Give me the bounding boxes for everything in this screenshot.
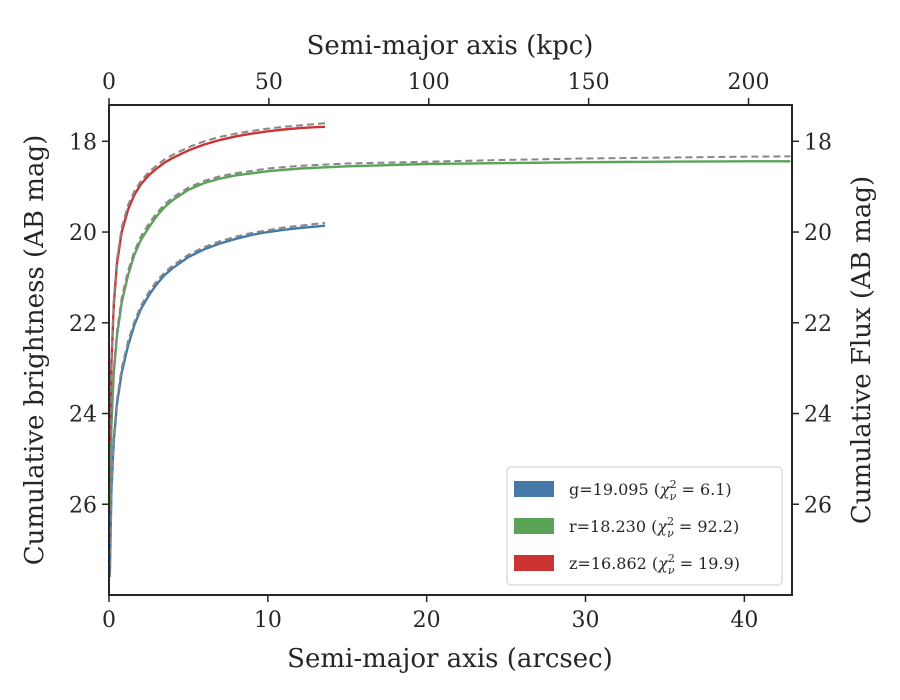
x2-axis-title: Semi-major axis (kpc)	[307, 31, 594, 61]
y2-tick-label-0: 18	[804, 130, 832, 155]
series-line-2	[108, 125, 326, 441]
legend: g=19.095 (χ2 ν = 6.1) r=18.230 (χ2 ν = 92.2…	[506, 466, 783, 586]
y2-tick-label-2: 22	[804, 312, 832, 337]
y-tick-label-4: 26	[69, 493, 97, 518]
model-line-0	[108, 222, 326, 577]
legend-swatch-0	[514, 481, 554, 497]
legend-swatch-2	[514, 555, 554, 571]
y2-tick-label-3: 24	[804, 403, 832, 428]
axis-ticks: 0 10 20 30 40 0 50 100 150 200 18 18 20 20 22 22 24 24 26 2…	[69, 70, 832, 633]
plot-lines	[108, 122, 791, 577]
x2-tick-label-2: 100	[408, 70, 450, 95]
y-tick-label-0: 18	[69, 130, 97, 155]
model-line-2	[108, 122, 326, 437]
y2-tick-label-4: 26	[804, 493, 832, 518]
y-axis-title: Cumulative brightness (AB mag)	[20, 135, 50, 566]
x2-tick-label-0: 0	[102, 70, 116, 95]
y-tick-label-1: 20	[69, 221, 97, 246]
series-line-1	[108, 160, 791, 505]
legend-box	[506, 466, 783, 586]
y2-tick-label-1: 20	[804, 221, 832, 246]
model-line-1	[108, 155, 791, 500]
y2-axis-title: Cumulative Flux (AB mag)	[847, 176, 877, 524]
legend-label-1: r=18.230 (χ2 ν = 92.2)	[569, 515, 739, 540]
x-tick-label-0: 0	[102, 608, 116, 633]
x-tick-label-4: 40	[730, 608, 758, 633]
plot-frame	[108, 104, 793, 596]
x-axis-title: Semi-major axis (arcsec)	[287, 644, 613, 674]
x2-tick-label-1: 50	[255, 70, 283, 95]
x2-tick-label-3: 150	[568, 70, 610, 95]
legend-items: g=19.095 (χ2 ν = 6.1) r=18.230 (χ2 ν = 92.2…	[514, 478, 740, 577]
legend-label-2: z=16.862 (χ2 ν = 19.9)	[569, 552, 740, 577]
legend-label-0: g=19.095 (χ2 ν = 6.1)	[569, 478, 732, 503]
y-tick-label-2: 22	[69, 312, 97, 337]
legend-swatch-1	[514, 518, 554, 534]
x-tick-label-3: 30	[572, 608, 600, 633]
x-tick-label-2: 20	[413, 608, 441, 633]
x-tick-label-1: 10	[254, 608, 282, 633]
series-line-0	[108, 224, 326, 577]
y-tick-label-3: 24	[69, 403, 97, 428]
x2-tick-label-4: 200	[728, 70, 770, 95]
